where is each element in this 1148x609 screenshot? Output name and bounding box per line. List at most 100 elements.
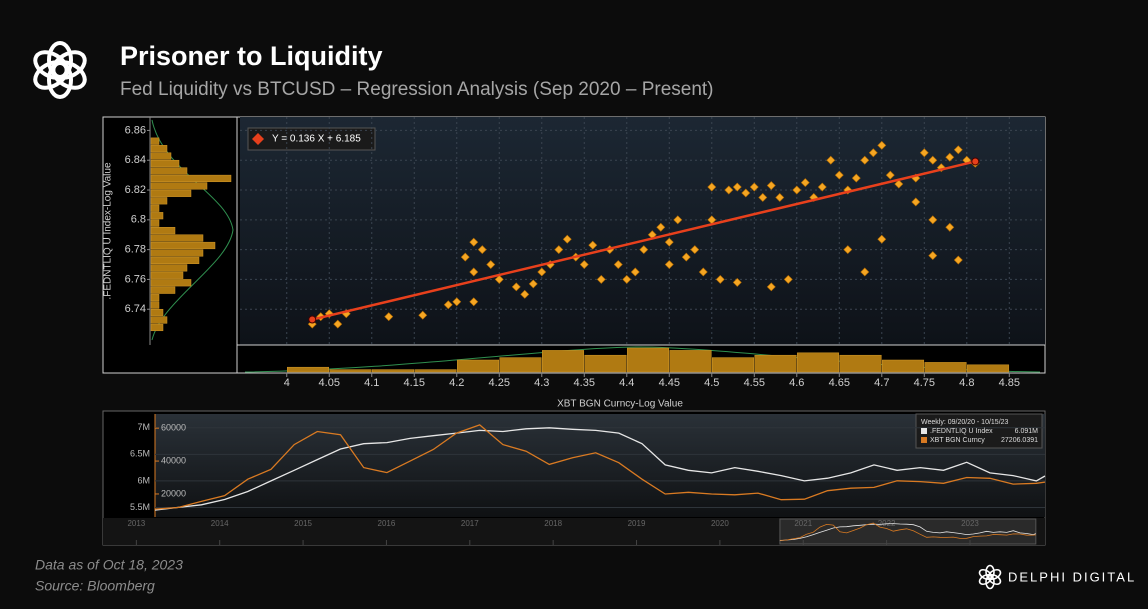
navigator-tick-label: 2023 — [961, 519, 979, 528]
brand-logo — [978, 564, 1002, 590]
navigator-line — [779, 523, 1036, 541]
scatter-point — [622, 275, 632, 284]
histogram-bar — [150, 256, 200, 264]
legend-value: 6.091M — [1015, 428, 1039, 435]
scatter-point — [775, 193, 785, 202]
regression-end — [971, 157, 980, 166]
scatter-point — [732, 182, 742, 192]
legend-title: Weekly: 09/20/20 - 10/15/23 — [921, 419, 1009, 426]
histogram-bar — [150, 197, 168, 205]
scatter-point — [894, 179, 904, 189]
histogram-bar — [712, 357, 755, 373]
scatter-point — [528, 279, 538, 289]
x-tick-label: 4.35 — [574, 377, 595, 389]
scatter-point — [588, 240, 598, 250]
histogram-bar — [150, 249, 204, 257]
histogram-bar — [499, 357, 542, 373]
scatter-point — [945, 222, 955, 232]
scatter-point — [911, 197, 921, 207]
scatter-point — [928, 155, 938, 165]
histogram-bar — [287, 366, 330, 373]
title: Prisoner to Liquidity — [120, 41, 383, 71]
histogram-bar — [150, 204, 160, 212]
scatter-point — [520, 289, 530, 299]
scatter-point — [826, 155, 836, 165]
legend-swatch — [921, 437, 927, 443]
scatter-point — [843, 245, 853, 255]
scatter-point — [953, 255, 963, 265]
series-line — [154, 424, 1046, 510]
scatter-point — [817, 182, 827, 192]
x-tick-label: 4.2 — [449, 377, 464, 389]
scatter-point — [673, 215, 683, 225]
navigator-tick-label: 2014 — [211, 519, 229, 528]
scatter-point — [511, 282, 521, 292]
histogram-bar — [457, 359, 500, 373]
scatter-point — [469, 237, 479, 247]
y-tick-label: 7M — [137, 422, 150, 432]
scatter-point — [579, 260, 589, 269]
legend-label: XBT BGN Curncy — [930, 437, 985, 444]
histogram-bar — [414, 369, 457, 373]
y-tick-label: 6.76 — [125, 273, 146, 285]
scatter-point — [732, 277, 742, 287]
scatter-point — [477, 245, 487, 255]
scatter-point — [664, 237, 674, 247]
x-axis-label: XBT BGN Curncy-Log Value — [557, 399, 683, 410]
histogram-bar — [372, 369, 415, 373]
scatter-point — [860, 155, 870, 165]
y-axis-label: .FEDNTLIQ U Index-Log Value — [103, 162, 114, 300]
scatter-point — [877, 234, 887, 244]
x-tick-label: 4.45 — [659, 377, 680, 389]
source: Source: Bloomberg — [35, 578, 155, 594]
navigator-tick-label: 2018 — [544, 519, 562, 528]
navigator-tick-label: 2017 — [461, 519, 479, 528]
scatter-plot-area — [240, 117, 1045, 345]
scatter-point — [945, 152, 955, 162]
y-tick-label: 6.82 — [125, 184, 146, 196]
histogram-bar — [150, 152, 172, 160]
histogram-bar — [150, 182, 208, 190]
navigator-tick-label: 2021 — [794, 519, 812, 528]
x-tick-label: 4.15 — [404, 377, 425, 389]
scatter-point — [928, 251, 938, 261]
x-tick-label: 4.65 — [829, 377, 850, 389]
histogram-bar — [150, 234, 204, 242]
scatter-point — [809, 193, 819, 202]
x-tick-label: 4.8 — [959, 377, 974, 389]
histogram-bar — [150, 279, 192, 287]
scatter-point — [919, 148, 929, 158]
histogram-bar — [627, 347, 670, 373]
scatter-point — [596, 275, 606, 284]
scatter-point — [639, 245, 649, 255]
scatter-point — [664, 260, 674, 269]
scatter-point — [418, 310, 428, 320]
scatter-point — [460, 252, 470, 262]
histogram-bar — [150, 264, 188, 272]
regression-end — [308, 315, 317, 324]
scatter-point — [800, 178, 810, 187]
legend-value: 27206.0391 — [1001, 437, 1038, 444]
regression-label: Y = 0.136 X + 6.185 — [272, 134, 361, 145]
histogram-bar — [150, 212, 164, 220]
histogram-bar — [150, 286, 176, 294]
scatter-point — [868, 148, 878, 158]
scatter-point — [715, 275, 725, 284]
x-tick-label: 4.55 — [744, 377, 765, 389]
histogram-bar — [150, 271, 184, 279]
histogram-bar — [542, 350, 585, 373]
navigator-line — [779, 522, 1036, 541]
logo — [33, 41, 87, 99]
scatter-point — [656, 222, 666, 232]
histogram-bar — [150, 174, 232, 183]
scatter-point — [953, 145, 963, 155]
x-tick-label: 4.5 — [704, 377, 719, 389]
scatter-point — [537, 267, 547, 277]
scatter-point — [630, 267, 640, 277]
x-tick-label: 4.05 — [319, 377, 340, 389]
histogram-bar — [150, 316, 168, 324]
regression-legend — [247, 127, 376, 151]
x-tick-label: 4.75 — [914, 377, 935, 389]
footnote: Data as of Oct 18, 2023 — [35, 557, 183, 573]
scatter-point — [885, 170, 895, 180]
